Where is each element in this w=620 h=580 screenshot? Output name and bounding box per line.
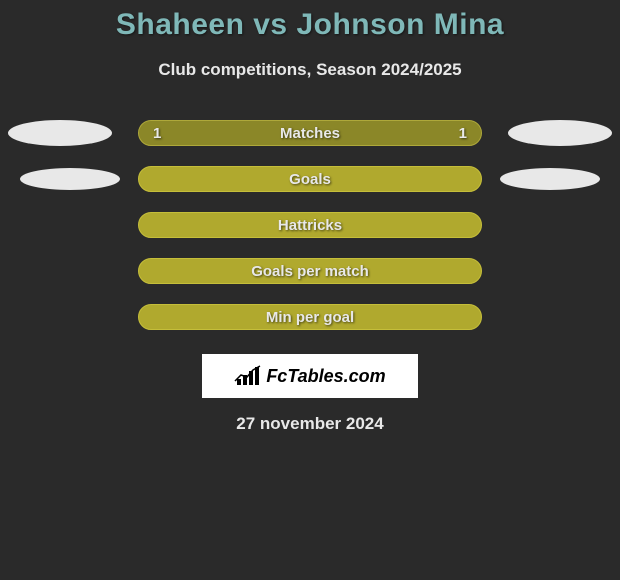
subtitle: Club competitions, Season 2024/2025: [0, 60, 620, 80]
comparison-container: Shaheen vs Johnson Mina Club competition…: [0, 0, 620, 434]
stat-row-goals-per-match: Goals per match: [0, 258, 620, 284]
stat-label: Matches: [280, 125, 340, 142]
stat-label: Goals: [289, 171, 331, 188]
logo-box[interactable]: FcTables.com: [202, 354, 418, 398]
left-marker: [8, 120, 112, 146]
stat-left-value: 1: [153, 125, 161, 142]
stat-right-value: 1: [459, 125, 467, 142]
stat-row-min-per-goal: Min per goal: [0, 304, 620, 330]
stat-bar: 1 Matches 1: [138, 120, 482, 146]
chart-icon: [234, 365, 262, 387]
stat-bar: Goals: [138, 166, 482, 192]
stat-rows: 1 Matches 1 Goals Hattricks Goals per ma…: [0, 120, 620, 330]
right-marker: [508, 120, 612, 146]
right-marker: [500, 168, 600, 190]
stat-row-goals: Goals: [0, 166, 620, 192]
stat-label: Goals per match: [251, 263, 369, 280]
stat-bar: Goals per match: [138, 258, 482, 284]
logo-text: FcTables.com: [266, 366, 385, 387]
stat-label: Min per goal: [266, 309, 354, 326]
stat-bar: Min per goal: [138, 304, 482, 330]
stat-row-matches: 1 Matches 1: [0, 120, 620, 146]
page-title: Shaheen vs Johnson Mina: [0, 8, 620, 42]
stat-row-hattricks: Hattricks: [0, 212, 620, 238]
stat-bar: Hattricks: [138, 212, 482, 238]
left-marker: [20, 168, 120, 190]
date-text: 27 november 2024: [0, 414, 620, 434]
stat-label: Hattricks: [278, 217, 342, 234]
